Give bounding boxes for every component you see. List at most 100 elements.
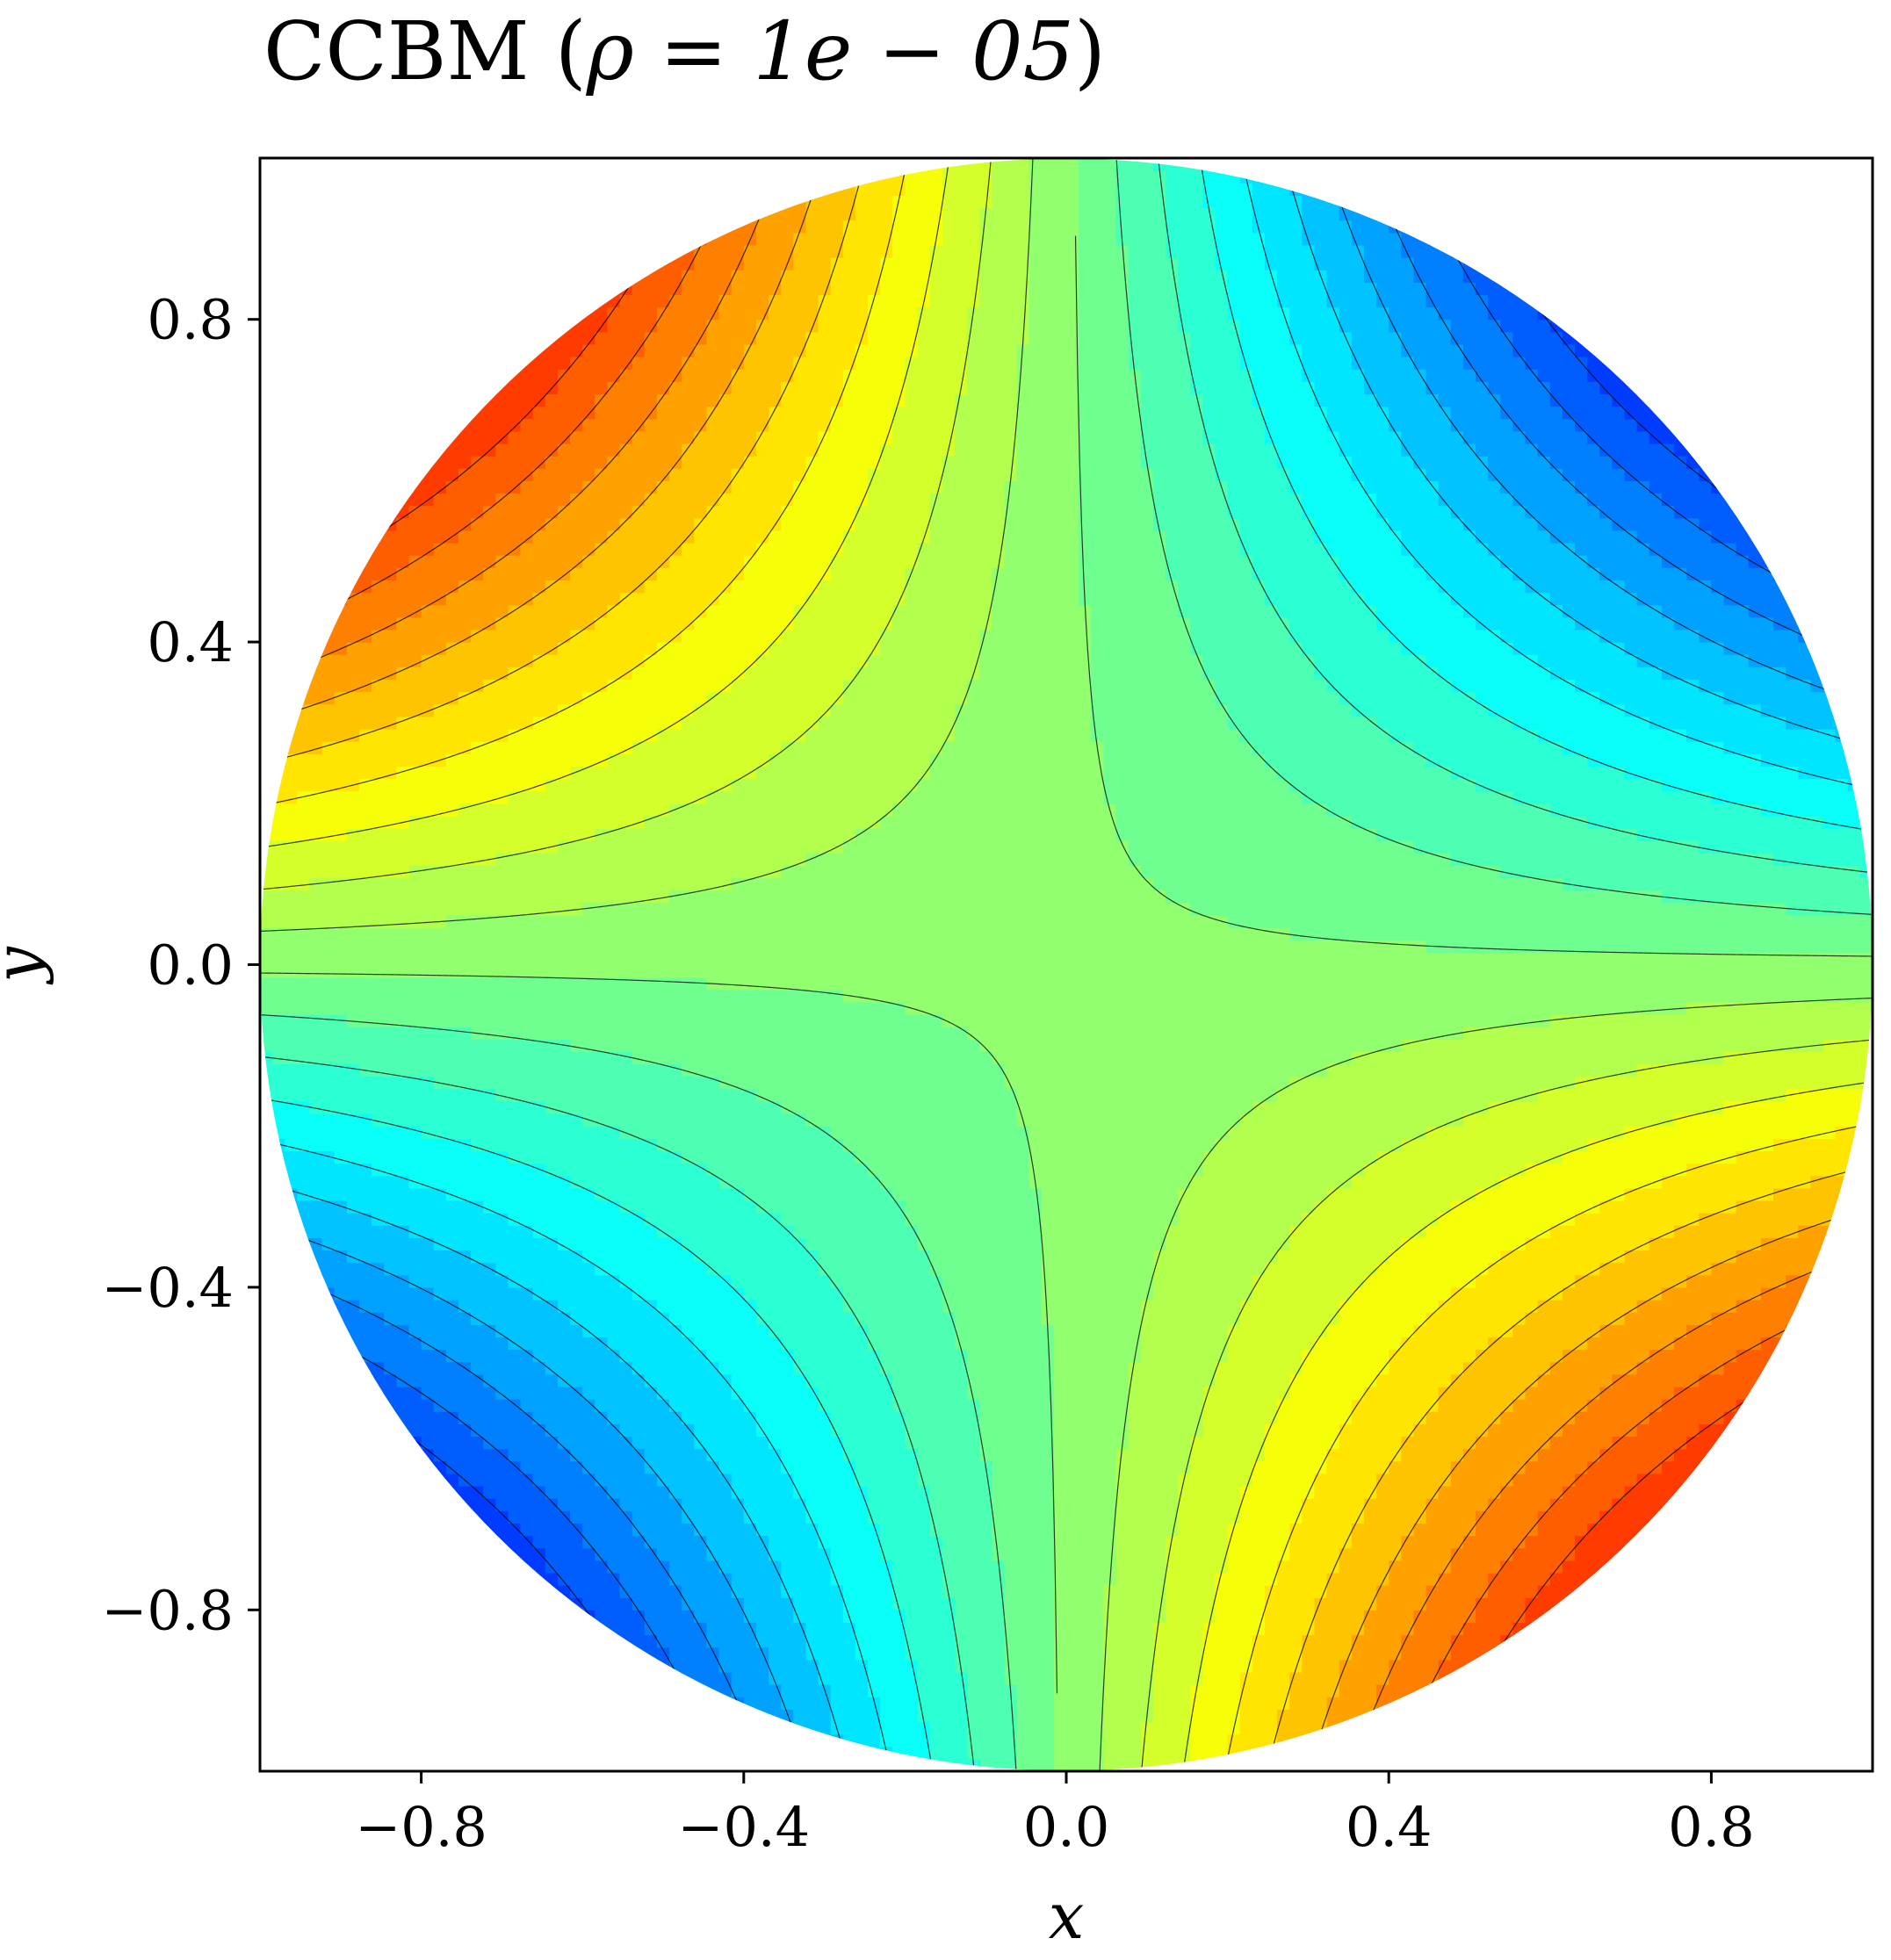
- field-cell: [495, 840, 509, 854]
- field-cell: [880, 1175, 893, 1189]
- field-cell: [769, 1113, 782, 1127]
- field-cell: [433, 989, 447, 1003]
- field-cell: [868, 468, 881, 481]
- field-cell: [372, 604, 385, 618]
- field-cell: [830, 1659, 844, 1673]
- field-cell: [781, 331, 794, 345]
- field-cell: [755, 369, 769, 382]
- field-cell: [868, 1213, 881, 1226]
- field-cell: [805, 1399, 819, 1412]
- field-cell: [508, 1386, 522, 1400]
- field-cell: [495, 716, 509, 730]
- field-cell: [682, 480, 695, 494]
- field-cell: [458, 1213, 472, 1226]
- field-cell: [743, 1510, 757, 1524]
- field-cell: [557, 1175, 571, 1189]
- field-cell: [818, 803, 832, 817]
- field-cell: [706, 1523, 720, 1537]
- field-cell: [607, 1100, 621, 1114]
- field-cell: [632, 902, 646, 916]
- field-cell: [346, 1324, 360, 1338]
- field-cell: [309, 1076, 323, 1090]
- field-cell: [471, 592, 484, 606]
- field-cell: [532, 1436, 546, 1450]
- field-cell: [731, 790, 745, 804]
- field-cell: [545, 691, 559, 705]
- field-cell: [781, 927, 794, 940]
- field-cell: [842, 1659, 856, 1673]
- field-cell: [842, 1585, 856, 1598]
- field-cell: [743, 430, 757, 444]
- field-cell: [743, 890, 757, 904]
- field-cell: [682, 1163, 695, 1177]
- field-cell: [880, 1361, 893, 1375]
- field-cell: [508, 828, 522, 841]
- field-cell: [595, 1250, 609, 1264]
- field-cell: [855, 592, 869, 606]
- field-cell: [508, 1100, 522, 1114]
- field-cell: [458, 803, 472, 817]
- field-cell: [644, 1361, 658, 1375]
- field-cell: [781, 406, 794, 420]
- field-cell: [632, 505, 646, 519]
- field-cell: [855, 1373, 869, 1387]
- field-cell: [346, 1027, 360, 1040]
- field-cell: [880, 865, 893, 879]
- field-cell: [483, 703, 496, 717]
- field-cell: [818, 1187, 832, 1201]
- field-cell: [334, 654, 348, 667]
- field-cell: [595, 1498, 609, 1511]
- field-cell: [595, 952, 609, 966]
- field-cell: [706, 1634, 720, 1648]
- field-cell: [805, 1200, 819, 1214]
- field-cell: [495, 1014, 509, 1027]
- field-cell: [595, 1213, 609, 1226]
- field-cell: [445, 1051, 459, 1065]
- field-cell: [781, 964, 794, 978]
- field-cell: [619, 1634, 633, 1648]
- field-cell: [769, 1076, 782, 1090]
- field-cell: [346, 716, 360, 730]
- field-cell: [372, 766, 385, 780]
- field-cell: [818, 815, 832, 829]
- field-cell: [297, 1237, 311, 1251]
- field-cell: [471, 1138, 484, 1152]
- field-cell: [445, 840, 459, 854]
- field-cell: [421, 703, 435, 717]
- field-cell: [868, 729, 881, 742]
- field-cell: [607, 294, 621, 308]
- field-cell: [830, 343, 844, 357]
- field-cell: [632, 1597, 646, 1611]
- field-cell: [309, 1088, 323, 1102]
- field-cell: [694, 1547, 708, 1561]
- field-cell: [818, 1039, 832, 1053]
- field-cell: [731, 1510, 745, 1524]
- field-cell: [421, 1113, 435, 1127]
- field-cell: [358, 1187, 372, 1201]
- field-cell: [557, 381, 571, 395]
- field-cell: [718, 1697, 733, 1710]
- field-cell: [272, 778, 285, 792]
- field-cell: [818, 244, 832, 258]
- field-cell: [607, 1150, 621, 1164]
- field-cell: [632, 642, 646, 655]
- field-cell: [656, 1547, 670, 1561]
- field-cell: [483, 1436, 496, 1450]
- field-cell: [743, 1213, 757, 1226]
- field-cell: [682, 1250, 695, 1264]
- field-cell: [607, 741, 621, 754]
- field-cell: [421, 964, 435, 978]
- field-cell: [880, 1498, 893, 1511]
- field-cell: [669, 1448, 682, 1462]
- field-cell: [607, 1411, 621, 1424]
- field-cell: [830, 815, 844, 829]
- field-cell: [508, 468, 522, 481]
- field-cell: [880, 282, 893, 296]
- field-cell: [297, 778, 311, 792]
- field-cell: [830, 232, 844, 246]
- field-cell: [743, 1572, 757, 1586]
- field-cell: [408, 790, 422, 804]
- field-cell: [396, 1349, 410, 1363]
- field-cell: [260, 902, 273, 916]
- field-cell: [396, 1262, 410, 1276]
